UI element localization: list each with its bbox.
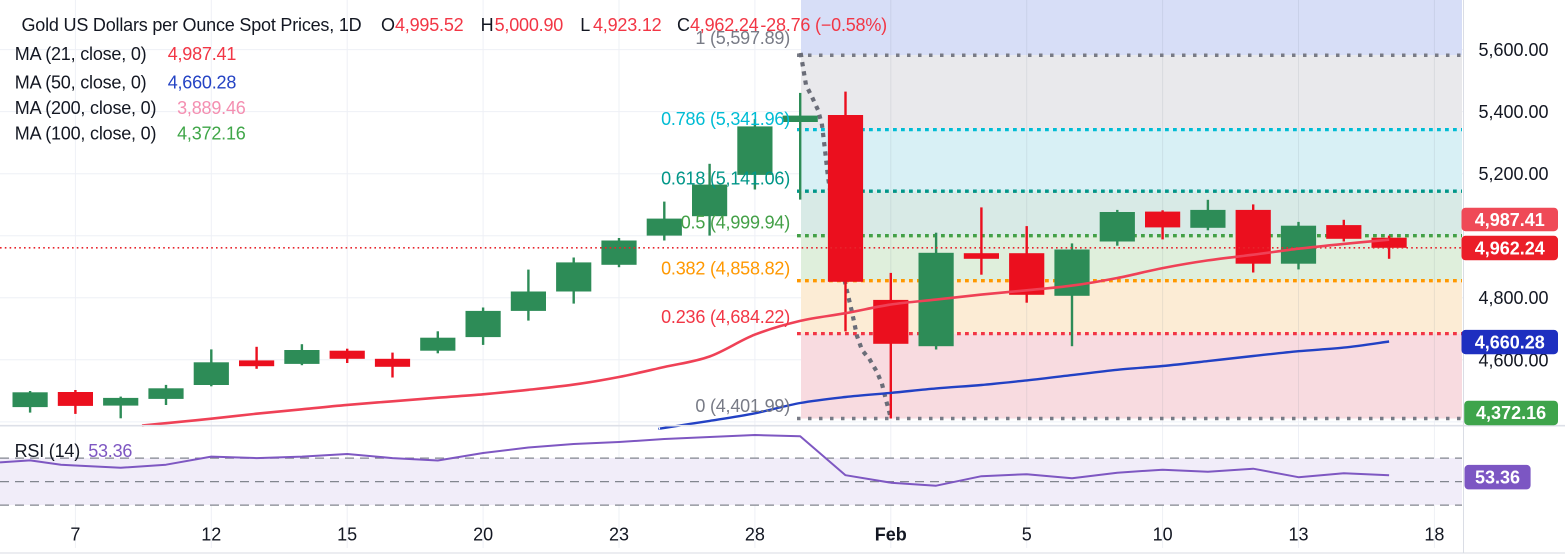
svg-text:4,800.00: 4,800.00 xyxy=(1478,288,1548,308)
svg-text:4,372.16: 4,372.16 xyxy=(177,123,246,143)
svg-text:4,660.28: 4,660.28 xyxy=(1475,332,1545,352)
svg-text:4,600.00: 4,600.00 xyxy=(1478,350,1548,370)
svg-text:7: 7 xyxy=(70,525,80,545)
svg-text:0 (4,401.99): 0 (4,401.99) xyxy=(695,396,790,416)
svg-text:H: H xyxy=(481,15,494,35)
svg-text:15: 15 xyxy=(337,525,357,545)
svg-text:4,987.41: 4,987.41 xyxy=(168,44,237,64)
svg-text:MA (50, close, 0): MA (50, close, 0) xyxy=(15,72,147,92)
svg-text:0.382 (4,858.82): 0.382 (4,858.82) xyxy=(661,258,790,278)
svg-text:0.5 (4,999.94): 0.5 (4,999.94) xyxy=(681,212,790,232)
svg-text:0.786 (5,341.96): 0.786 (5,341.96) xyxy=(661,109,790,129)
svg-text:0.236 (4,684.22): 0.236 (4,684.22) xyxy=(661,307,790,327)
svg-text:RSI (14): RSI (14) xyxy=(15,441,80,461)
svg-text:-28.76 (−0.58%): -28.76 (−0.58%) xyxy=(760,15,887,35)
svg-text:L: L xyxy=(580,15,590,35)
svg-text:4,962.24: 4,962.24 xyxy=(1475,238,1545,258)
svg-text:4,995.52: 4,995.52 xyxy=(395,15,464,35)
svg-text:O: O xyxy=(381,15,395,35)
svg-text:53.36: 53.36 xyxy=(88,441,132,461)
svg-text:4,962.24: 4,962.24 xyxy=(690,15,759,35)
svg-text:3,889.46: 3,889.46 xyxy=(177,98,246,118)
svg-text:5,600.00: 5,600.00 xyxy=(1478,40,1548,60)
svg-text:20: 20 xyxy=(473,525,493,545)
svg-text:13: 13 xyxy=(1288,525,1308,545)
svg-text:4,923.12: 4,923.12 xyxy=(593,15,662,35)
svg-text:5: 5 xyxy=(1022,525,1032,545)
svg-text:28: 28 xyxy=(745,525,765,545)
svg-text:5,000.90: 5,000.90 xyxy=(495,15,564,35)
svg-text:4,987.41: 4,987.41 xyxy=(1475,210,1545,230)
svg-text:53.36: 53.36 xyxy=(1475,467,1520,487)
svg-text:23: 23 xyxy=(609,525,629,545)
svg-text:Feb: Feb xyxy=(875,525,907,545)
svg-text:MA (21, close, 0): MA (21, close, 0) xyxy=(15,44,147,64)
svg-text:1 (5,597.89): 1 (5,597.89) xyxy=(695,28,790,48)
svg-text:4,372.16: 4,372.16 xyxy=(1476,403,1546,423)
svg-text:18: 18 xyxy=(1424,525,1444,545)
svg-text:MA (100, close, 0): MA (100, close, 0) xyxy=(15,123,156,143)
svg-text:4,660.28: 4,660.28 xyxy=(168,72,237,92)
svg-text:C: C xyxy=(677,15,690,35)
svg-text:5,400.00: 5,400.00 xyxy=(1478,102,1548,122)
svg-text:MA (200, close, 0): MA (200, close, 0) xyxy=(15,98,156,118)
svg-text:5,200.00: 5,200.00 xyxy=(1478,164,1548,184)
svg-text:10: 10 xyxy=(1153,525,1173,545)
svg-text:12: 12 xyxy=(201,525,221,545)
svg-text:0.618 (5,141.06): 0.618 (5,141.06) xyxy=(661,169,790,189)
svg-text:Gold US Dollars per Ounce Spot: Gold US Dollars per Ounce Spot Prices, 1… xyxy=(22,15,362,35)
